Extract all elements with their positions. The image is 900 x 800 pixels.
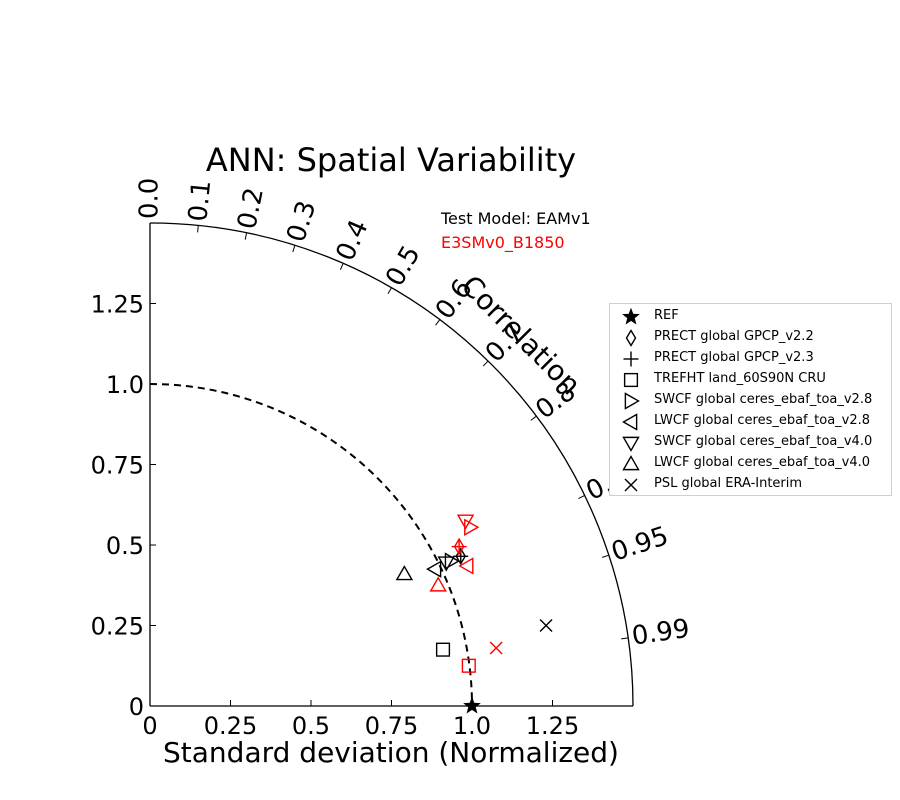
legend-marker-star: [622, 307, 640, 325]
data-point-lwcf-v28: [426, 560, 442, 578]
correlation-tick-mark: [530, 415, 537, 421]
legend-marker: [625, 329, 637, 347]
legend-label: TREFHT land_60S90N CRU: [654, 371, 826, 386]
legend-marker: [623, 372, 639, 388]
correlation-arc: [149, 222, 634, 707]
correlation-tick-mark: [292, 245, 296, 253]
correlation-tick-label: 0.95: [608, 521, 672, 568]
legend-marker: [624, 392, 640, 410]
correlation-arc-label: Correlation: [455, 269, 588, 402]
legend-marker: [622, 455, 640, 471]
y-tick-label: 1.0: [106, 371, 144, 399]
correlation-tick-mark: [244, 232, 248, 240]
legend-label: PRECT global GPCP_v2.2: [654, 329, 814, 344]
legend-item: LWCF global ceres_ebaf_toa_v4.0: [610, 453, 891, 474]
axis-ticks: 00 0.25 0.25 0.5 0.5 0.75 0.75 1.0 1.0 1.25 1.25 0.…: [91, 178, 692, 740]
legend-marker: [624, 478, 638, 492]
correlation-tick-mark: [602, 554, 610, 558]
data-point-prect-v23: [451, 539, 467, 555]
data-point-lwcf-v40: [429, 576, 447, 592]
legend-item: SWCF global ceres_ebaf_toa_v2.8: [610, 390, 891, 411]
x-tick-label: 1.25: [526, 712, 579, 740]
legend-marker-diamond: [625, 329, 637, 347]
y-tick-label: 0: [129, 693, 144, 721]
data-point-psl: [539, 619, 553, 632]
legend-item: LWCF global ceres_ebaf_toa_v2.8: [610, 411, 891, 432]
correlation-tick-mark: [435, 319, 441, 326]
axes: [149, 222, 634, 707]
correlation-tick-mark: [387, 287, 392, 295]
x-tick-label: 0.5: [292, 712, 330, 740]
legend-marker-plus: [623, 351, 639, 367]
correlation-tick-label: 0.99: [630, 614, 692, 652]
legend-item: TREFHT land_60S90N CRU: [610, 369, 891, 390]
legend-item: REF: [610, 306, 891, 327]
legend-marker-x: [624, 478, 638, 492]
legend-marker: [622, 413, 638, 431]
legend: REF PRECT global GPCP_v2.2 PRECT global GP…: [609, 303, 892, 496]
legend-marker-tri-down: [622, 436, 640, 452]
data-point-swcf-v40: [437, 556, 455, 572]
legend-marker-square: [623, 372, 639, 388]
legend-marker: [622, 307, 640, 325]
legend-label: LWCF global ceres_ebaf_toa_v2.8: [654, 413, 871, 428]
correlation-tick-label: 0.4: [331, 216, 375, 266]
data-point-lwcf-v40: [395, 565, 414, 581]
y-tick-label: 0.75: [91, 452, 144, 480]
legend-label: SWCF global ceres_ebaf_toa_v4.0: [654, 434, 873, 449]
legend-label: PSL global ERA-Interim: [654, 476, 803, 491]
correlation-tick-label: 0.3: [281, 197, 322, 245]
data-point-lwcf-v28: [458, 557, 474, 575]
legend-item: PSL global ERA-Interim: [610, 474, 891, 495]
legend-label: PRECT global GPCP_v2.3: [654, 350, 814, 365]
chart-title: ANN: Spatial Variability: [206, 141, 576, 179]
legend-marker-tri-up: [622, 455, 640, 471]
y-tick-label: 1.25: [91, 291, 144, 319]
legend-marker: [623, 351, 639, 367]
legend-marker-tri-right: [624, 392, 640, 410]
correlation-tick-mark: [339, 263, 344, 270]
x-tick-label: 0.75: [365, 712, 418, 740]
correlation-tick-mark: [197, 225, 199, 233]
reference-model-label: E3SMv0_B1850: [441, 233, 565, 253]
x-tick-label: 1.0: [453, 712, 491, 740]
correlation-tick-mark: [578, 495, 585, 499]
x-tick-label: 0.25: [204, 712, 257, 740]
reference-std-arc: [149, 383, 473, 707]
legend-marker-tri-left: [622, 413, 638, 431]
correlation-tick-label: 0.2: [232, 185, 270, 232]
legend-marker: [622, 436, 640, 452]
x-axis-label: Standard deviation (Normalized): [163, 736, 619, 769]
data-points: [395, 514, 553, 714]
correlation-tick-mark: [482, 360, 489, 367]
legend-label: SWCF global ceres_ebaf_toa_v2.8: [654, 392, 873, 407]
legend-label: REF: [654, 308, 679, 323]
test-model-label: Test Model: EAMv1: [440, 209, 591, 228]
data-point-ref: [463, 696, 481, 714]
legend-item: PRECT global GPCP_v2.2: [610, 327, 891, 348]
data-point-psl: [489, 641, 503, 655]
y-tick-label: 0.5: [106, 532, 144, 560]
data-point-trefht: [435, 642, 451, 657]
legend-item: PRECT global GPCP_v2.3: [610, 348, 891, 369]
data-point-swcf-v40: [456, 514, 475, 530]
x-tick-label: 0: [142, 712, 157, 740]
correlation-tick-mark: [621, 637, 629, 640]
correlation-tick-label: 0.1: [183, 179, 217, 223]
legend-label: LWCF global ceres_ebaf_toa_v4.0: [654, 455, 871, 470]
y-tick-label: 0.25: [91, 613, 144, 641]
data-point-trefht: [461, 658, 476, 673]
correlation-tick-label: 0.0: [135, 178, 165, 219]
legend-item: SWCF global ceres_ebaf_toa_v4.0: [610, 432, 891, 453]
correlation-tick-label: 0.5: [380, 241, 427, 292]
